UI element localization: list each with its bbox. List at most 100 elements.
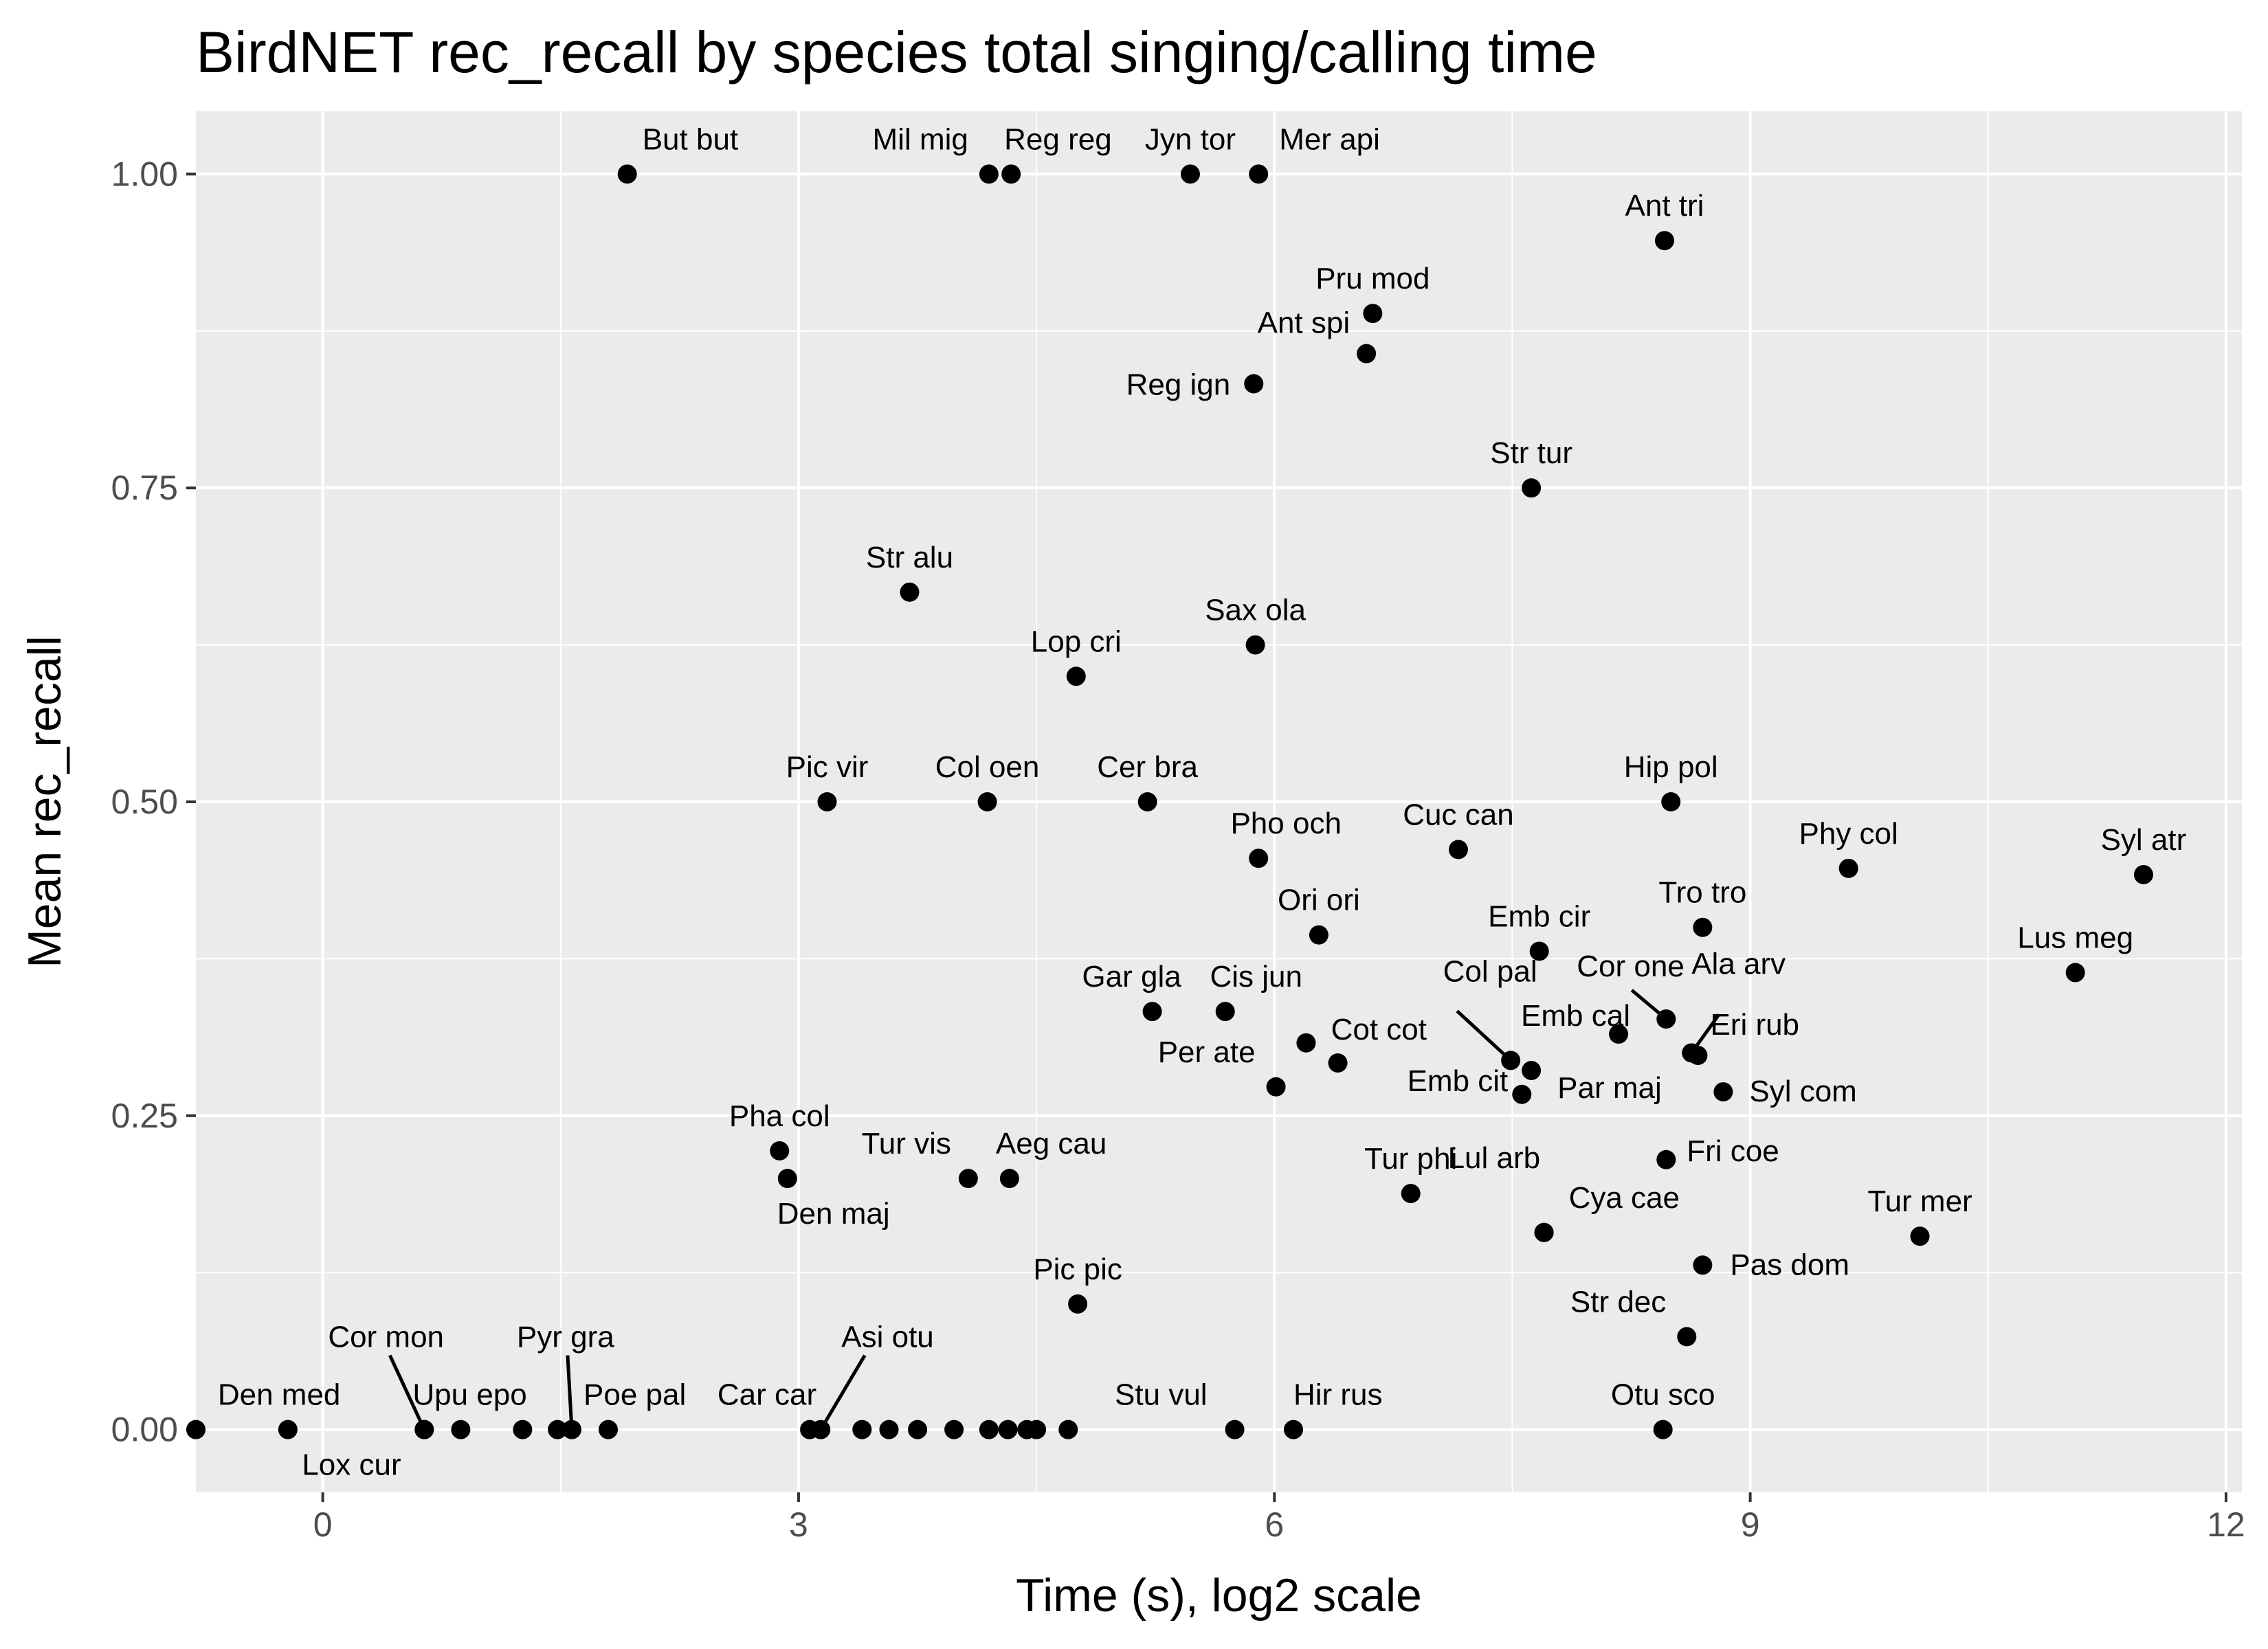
data-point	[852, 1420, 872, 1439]
data-point	[1244, 374, 1264, 394]
point-label: Syl com	[1749, 1075, 1856, 1108]
data-point	[1283, 1420, 1303, 1439]
point-label: Asi otu	[841, 1321, 934, 1354]
data-point	[278, 1420, 298, 1439]
data-point	[777, 1169, 797, 1189]
point-label: But but	[643, 122, 738, 156]
point-label: Car car	[718, 1378, 816, 1412]
point-label: Mer api	[1279, 122, 1380, 156]
point-label: Reg reg	[1004, 122, 1112, 156]
data-point	[414, 1420, 434, 1439]
y-axis-title: Mean rec_recall	[19, 636, 71, 968]
data-point	[1677, 1327, 1697, 1347]
point-label: Cot cot	[1331, 1013, 1427, 1046]
point-label: Mil mig	[873, 122, 968, 156]
point-label: Jyn tor	[1145, 122, 1236, 156]
leader-line	[1456, 1009, 1512, 1062]
point-label: Pho och	[1230, 807, 1341, 840]
x-tick-label: 12	[2207, 1505, 2245, 1544]
data-point	[1058, 1420, 1078, 1439]
data-points	[186, 164, 2153, 1439]
data-point	[2065, 963, 2085, 983]
point-label: Pru mod	[1315, 262, 1430, 295]
point-label: Fri coe	[1687, 1134, 1779, 1168]
point-label: Lul arb	[1448, 1141, 1541, 1175]
point-label: Emb cir	[1488, 899, 1590, 933]
point-label: Pyr gra	[517, 1321, 614, 1354]
y-tick-label: 1.00	[111, 155, 178, 193]
point-label: Str alu	[866, 541, 953, 574]
point-label: Ori ori	[1278, 884, 1360, 917]
point-label: Sax ola	[1205, 594, 1306, 627]
y-tick-label: 0.50	[111, 783, 178, 821]
point-label: Str tur	[1490, 436, 1572, 470]
x-tick-label: 3	[789, 1505, 808, 1544]
data-point	[817, 792, 837, 811]
point-label: Col oen	[935, 750, 1040, 784]
point-label: Pic pic	[1033, 1253, 1122, 1286]
data-point	[1245, 635, 1265, 655]
point-label: Lop cri	[1031, 625, 1122, 658]
data-point	[958, 1169, 978, 1189]
y-tick-label: 0.75	[111, 469, 178, 507]
point-label: Reg ign	[1126, 368, 1231, 402]
data-point	[1309, 925, 1328, 945]
point-label: Cis jun	[1210, 960, 1302, 994]
data-point	[548, 1420, 568, 1439]
leader-line	[819, 1354, 867, 1431]
data-point	[1215, 1002, 1235, 1022]
point-label: Col pal	[1443, 954, 1537, 988]
data-point	[1522, 478, 1542, 498]
point-label: Tur vis	[862, 1127, 951, 1160]
point-label: Per ate	[1158, 1035, 1256, 1069]
data-point	[1401, 1184, 1421, 1204]
data-point	[1838, 858, 1858, 878]
point-label: Gar gla	[1082, 960, 1181, 994]
data-point	[186, 1420, 205, 1439]
data-point	[1693, 917, 1713, 937]
data-point	[1225, 1420, 1245, 1439]
data-point	[513, 1420, 533, 1439]
data-point	[1027, 1420, 1047, 1439]
data-point	[1656, 1009, 1676, 1029]
chart-title: BirdNET rec_recall by species total sing…	[196, 20, 1597, 85]
data-point	[1534, 1222, 1554, 1242]
point-label: Pha col	[729, 1099, 830, 1133]
point-label: Tur phi	[1364, 1142, 1457, 1176]
point-label: Cer bra	[1097, 750, 1198, 784]
point-label: Otu sco	[1611, 1378, 1715, 1412]
leader-line	[566, 1355, 574, 1430]
data-point	[1328, 1053, 1348, 1073]
point-label: Lox cur	[302, 1448, 401, 1482]
data-point	[1688, 1046, 1708, 1066]
point-label: Lus meg	[2017, 921, 2133, 955]
point-label: Ant spi	[1258, 306, 1350, 340]
label-leader-lines	[388, 989, 1721, 1431]
data-point	[1180, 164, 1200, 184]
data-point	[599, 1420, 619, 1439]
y-tick-label: 0.00	[111, 1411, 178, 1449]
data-point	[1693, 1255, 1713, 1275]
data-point	[1296, 1033, 1316, 1053]
point-label: Par maj	[1557, 1071, 1662, 1105]
point-label: Syl atr	[2101, 823, 2187, 857]
data-point	[900, 582, 920, 602]
data-point	[1661, 792, 1681, 811]
leader-line	[388, 1354, 426, 1431]
y-tick-label: 0.25	[111, 1097, 178, 1135]
data-point	[811, 1420, 831, 1439]
point-label: Phy col	[1799, 817, 1898, 851]
point-label: Tro tro	[1658, 876, 1746, 910]
point-label: Den med	[218, 1378, 341, 1412]
point-label: Cor mon	[328, 1321, 444, 1354]
data-point	[1656, 1149, 1676, 1169]
data-point	[451, 1420, 471, 1439]
point-label: Emb cal	[1521, 999, 1630, 1033]
data-point	[1363, 304, 1383, 324]
data-point	[2133, 864, 2153, 884]
data-point	[977, 792, 997, 811]
data-point	[1001, 164, 1021, 184]
x-tick-label: 6	[1265, 1505, 1284, 1544]
point-label: Pic vir	[786, 750, 869, 784]
